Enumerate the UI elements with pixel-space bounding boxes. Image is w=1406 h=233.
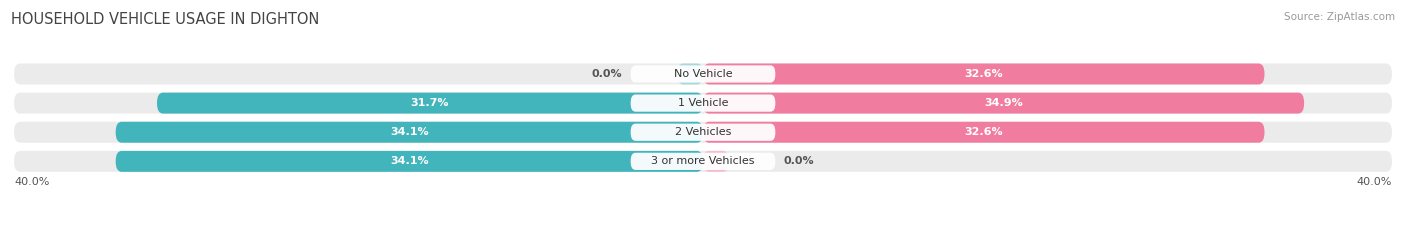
FancyBboxPatch shape	[703, 63, 1264, 84]
Text: 3 or more Vehicles: 3 or more Vehicles	[651, 156, 755, 166]
Text: 31.7%: 31.7%	[411, 98, 450, 108]
FancyBboxPatch shape	[14, 93, 1392, 114]
FancyBboxPatch shape	[14, 122, 1392, 143]
FancyBboxPatch shape	[703, 122, 1264, 143]
Text: 40.0%: 40.0%	[14, 177, 49, 187]
FancyBboxPatch shape	[631, 65, 775, 82]
FancyBboxPatch shape	[115, 151, 703, 172]
FancyBboxPatch shape	[703, 151, 728, 172]
FancyBboxPatch shape	[631, 124, 775, 141]
Text: 34.9%: 34.9%	[984, 98, 1024, 108]
Text: 32.6%: 32.6%	[965, 69, 1002, 79]
FancyBboxPatch shape	[631, 153, 775, 170]
Text: No Vehicle: No Vehicle	[673, 69, 733, 79]
Text: Source: ZipAtlas.com: Source: ZipAtlas.com	[1284, 12, 1395, 22]
Text: 40.0%: 40.0%	[1357, 177, 1392, 187]
FancyBboxPatch shape	[157, 93, 703, 114]
FancyBboxPatch shape	[14, 151, 1392, 172]
FancyBboxPatch shape	[678, 63, 703, 84]
FancyBboxPatch shape	[115, 122, 703, 143]
Text: 0.0%: 0.0%	[785, 156, 814, 166]
Text: HOUSEHOLD VEHICLE USAGE IN DIGHTON: HOUSEHOLD VEHICLE USAGE IN DIGHTON	[11, 12, 319, 27]
FancyBboxPatch shape	[703, 93, 1305, 114]
Text: 32.6%: 32.6%	[965, 127, 1002, 137]
FancyBboxPatch shape	[14, 63, 1392, 84]
Text: 34.1%: 34.1%	[389, 127, 429, 137]
Text: 2 Vehicles: 2 Vehicles	[675, 127, 731, 137]
FancyBboxPatch shape	[631, 95, 775, 112]
Text: 0.0%: 0.0%	[592, 69, 621, 79]
Text: 34.1%: 34.1%	[389, 156, 429, 166]
Text: 1 Vehicle: 1 Vehicle	[678, 98, 728, 108]
